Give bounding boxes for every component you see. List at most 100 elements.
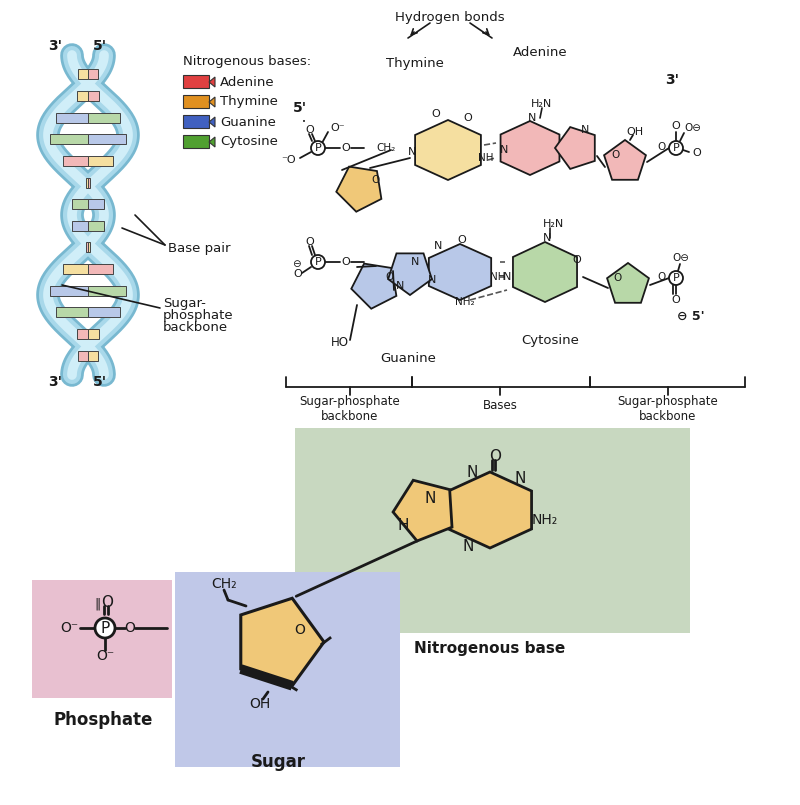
Text: 3': 3' — [48, 39, 62, 53]
Polygon shape — [88, 199, 103, 209]
Text: O: O — [342, 143, 350, 153]
Polygon shape — [88, 264, 113, 275]
Text: O: O — [658, 272, 666, 282]
Text: N: N — [543, 233, 551, 243]
Text: OH: OH — [250, 697, 270, 711]
Text: P: P — [100, 621, 110, 635]
Text: backbone: backbone — [163, 320, 228, 333]
Bar — [183, 95, 209, 108]
Text: O: O — [464, 113, 472, 123]
Polygon shape — [50, 286, 88, 295]
Circle shape — [95, 618, 115, 638]
Text: 5': 5' — [93, 375, 107, 389]
Text: HO: HO — [331, 336, 349, 349]
Text: Thymine: Thymine — [386, 57, 444, 71]
Text: O: O — [489, 448, 501, 464]
Text: Sugar-phosphate
backbone: Sugar-phosphate backbone — [618, 395, 718, 423]
Circle shape — [669, 271, 683, 285]
Polygon shape — [88, 178, 90, 188]
Text: N: N — [514, 470, 526, 485]
Polygon shape — [88, 286, 126, 295]
Text: phosphate: phosphate — [163, 308, 234, 321]
Text: O: O — [573, 255, 582, 265]
Text: Thymine: Thymine — [220, 96, 278, 109]
Text: N: N — [434, 241, 442, 251]
Text: N: N — [428, 275, 436, 285]
Text: NH: NH — [490, 272, 506, 282]
Text: N: N — [462, 539, 474, 554]
Text: N: N — [528, 113, 536, 123]
Text: O: O — [306, 125, 314, 135]
Text: O: O — [432, 109, 440, 119]
Polygon shape — [78, 69, 88, 79]
Text: Guanine: Guanine — [380, 352, 436, 365]
Polygon shape — [209, 117, 215, 127]
Circle shape — [311, 141, 325, 155]
Polygon shape — [56, 113, 88, 122]
Text: ‖: ‖ — [94, 597, 100, 610]
Polygon shape — [88, 91, 99, 101]
Circle shape — [669, 141, 683, 155]
Text: CH₂: CH₂ — [211, 577, 237, 591]
Text: O: O — [692, 148, 701, 158]
Polygon shape — [56, 308, 88, 317]
Text: NH₂: NH₂ — [532, 513, 558, 527]
Text: P: P — [673, 143, 679, 153]
Text: ⊖: ⊖ — [292, 259, 300, 269]
Text: O: O — [458, 235, 466, 245]
Text: O⁻: O⁻ — [330, 123, 345, 133]
Polygon shape — [73, 221, 88, 231]
Polygon shape — [351, 263, 396, 308]
Text: 5': 5' — [293, 101, 307, 115]
Text: ⁻O: ⁻O — [282, 155, 296, 165]
Polygon shape — [429, 244, 491, 300]
Polygon shape — [63, 156, 88, 166]
Text: H₂N: H₂N — [531, 99, 553, 109]
Polygon shape — [88, 308, 120, 317]
Text: Hydrogen bonds: Hydrogen bonds — [395, 11, 505, 24]
Text: N: N — [581, 125, 589, 135]
Polygon shape — [88, 69, 98, 79]
Polygon shape — [86, 178, 88, 188]
Text: N: N — [500, 145, 508, 155]
Polygon shape — [241, 598, 324, 686]
Polygon shape — [555, 127, 594, 169]
Text: Bases: Bases — [482, 398, 518, 411]
Bar — [183, 135, 209, 148]
Text: P: P — [314, 257, 322, 267]
Polygon shape — [415, 120, 481, 180]
Text: Adenine: Adenine — [513, 46, 567, 59]
Text: 3': 3' — [48, 375, 62, 389]
Text: Cytosine: Cytosine — [521, 333, 579, 346]
FancyBboxPatch shape — [175, 572, 400, 767]
Text: O: O — [611, 150, 619, 160]
Text: 3': 3' — [665, 73, 679, 87]
Text: CH₂: CH₂ — [376, 143, 395, 153]
Polygon shape — [501, 121, 559, 175]
Text: O: O — [672, 121, 680, 131]
Polygon shape — [604, 140, 646, 180]
Polygon shape — [88, 134, 126, 144]
Polygon shape — [336, 167, 382, 212]
Polygon shape — [63, 264, 88, 275]
Polygon shape — [393, 481, 452, 541]
Polygon shape — [78, 351, 88, 361]
Text: H₂N: H₂N — [542, 219, 564, 229]
Text: Sugar: Sugar — [250, 753, 306, 771]
Text: N: N — [408, 147, 416, 157]
Polygon shape — [77, 329, 88, 339]
Text: Phosphate: Phosphate — [54, 711, 153, 729]
Text: O: O — [342, 257, 350, 267]
Bar — [183, 75, 209, 88]
Text: Guanine: Guanine — [220, 115, 276, 129]
Text: O: O — [672, 295, 680, 305]
Polygon shape — [88, 113, 120, 122]
Polygon shape — [388, 254, 432, 295]
FancyBboxPatch shape — [295, 428, 690, 633]
Text: N: N — [424, 490, 436, 506]
Text: O⁻: O⁻ — [96, 649, 114, 663]
Polygon shape — [607, 263, 649, 303]
Text: O: O — [614, 273, 622, 283]
Text: O: O — [658, 142, 666, 152]
Polygon shape — [86, 242, 88, 253]
